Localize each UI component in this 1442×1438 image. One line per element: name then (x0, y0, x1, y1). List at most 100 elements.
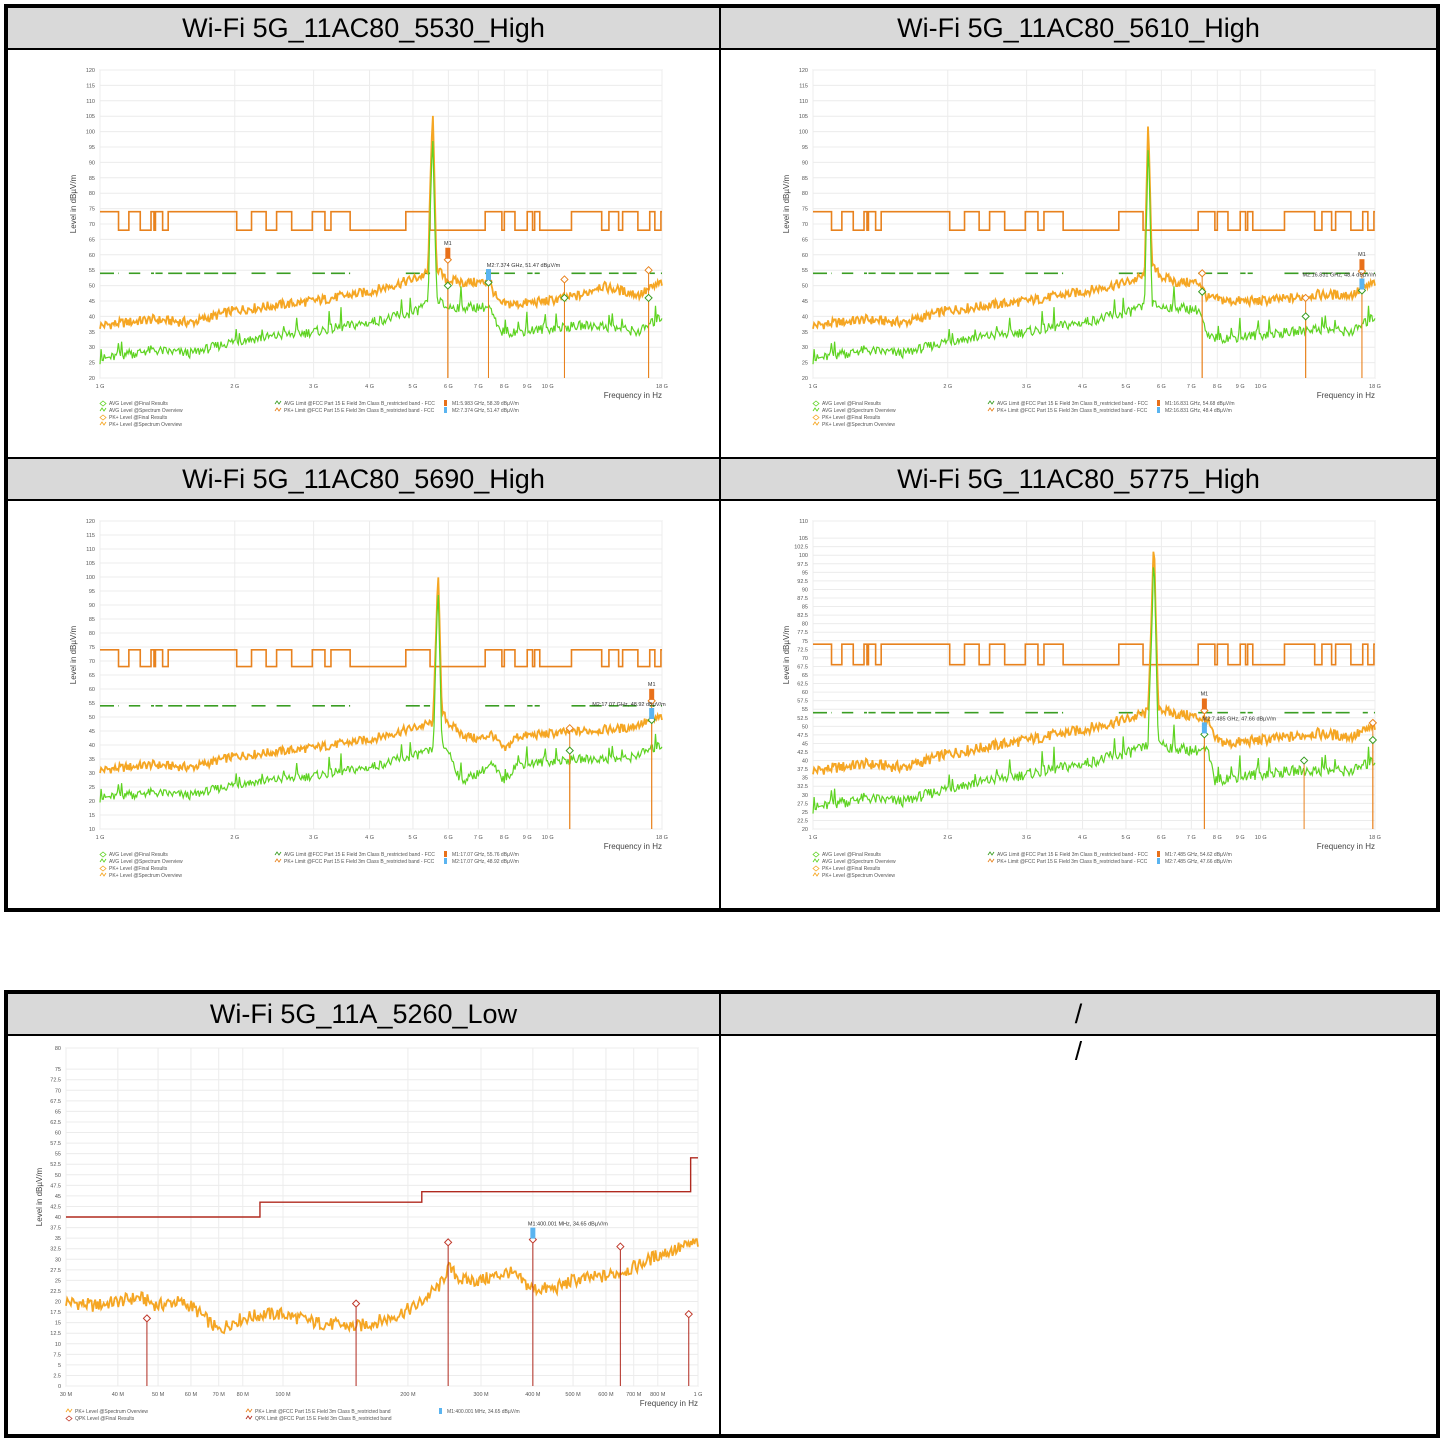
legend-text: PK+ Level @Final Results (109, 866, 168, 872)
result-diamond (1368, 718, 1378, 728)
y-tick-label: 20 (802, 376, 808, 382)
legend-text: PK+ Level @Spectrum Overview (109, 422, 182, 428)
y-tick-label: 105 (799, 114, 808, 120)
x-tick-label: 400 M (525, 1392, 541, 1398)
chart-cell: 10 15 20 25 30 35 40 45 50 55 60 65 70 75 80 85 90 95 100 1… (5, 499, 721, 911)
x-tick-label: 4 G (1078, 384, 1087, 390)
legend-swatch (1157, 858, 1160, 864)
y-tick-label: 27.5 (797, 801, 808, 807)
legend-swatch (245, 1408, 253, 1413)
panel-title: Wi-Fi 5G_11AC80_5690_High (5, 457, 721, 501)
legend-text: M1:16.831 GHz, 54.68 dBµV/m (1165, 401, 1235, 407)
y-tick-label: 35 (802, 776, 808, 782)
y-tick-label: 90 (89, 160, 95, 166)
legend-text: AVG Level @Final Results (822, 852, 881, 858)
marker-readout: M2:7.485 GHz, 47.66 dBµV/m (1203, 716, 1277, 722)
result-diamond (443, 281, 453, 290)
y-tick-label: 80 (89, 191, 95, 197)
y-tick-label: 25 (55, 1278, 61, 1284)
legend-text: PK+ Limit @FCC Part 15 E Field 3m Class … (997, 859, 1148, 865)
y-tick-label: 55 (802, 268, 808, 274)
y-tick-label: 85 (802, 176, 808, 182)
legend-swatch (812, 414, 820, 421)
y-tick-label: 77.5 (797, 630, 808, 636)
y-tick-label: 100 (799, 130, 808, 136)
marker-flag (1359, 259, 1365, 271)
legend-swatch (274, 851, 282, 856)
y-tick-label: 120 (86, 68, 95, 74)
x-tick-label: 10 G (1255, 835, 1267, 841)
legend-text: AVG Limit @FCC Part 15 E Field 3m Class … (284, 401, 435, 407)
x-tick-label: 1 G (96, 384, 105, 390)
legend-swatch (987, 400, 995, 405)
y-tick-label: 52.5 (50, 1162, 61, 1168)
y-tick-label: 0 (58, 1384, 61, 1390)
x-tick-label: 2 G (943, 835, 952, 841)
legend-text: AVG Level @Spectrum Overview (822, 859, 896, 865)
y-tick-label: 37.5 (797, 767, 808, 773)
y-tick-label: 47.5 (797, 733, 808, 739)
result-diamond (142, 1314, 152, 1323)
marker-flag (530, 1227, 536, 1239)
x-tick-label: 1 G (809, 384, 818, 390)
y-tick-label: 47.5 (50, 1183, 61, 1189)
panel-title: / (719, 991, 1439, 1036)
x-tick-label: 9 G (523, 384, 532, 390)
legend-text: M2:17.07 GHz, 48.92 dBµV/m (452, 859, 519, 865)
y-tick-label: 40 (802, 314, 808, 320)
x-tick-label: 6 G (444, 835, 453, 841)
legend-text: AVG Level @Spectrum Overview (109, 408, 183, 414)
x-tick-label: 4 G (365, 384, 374, 390)
legend-swatch (99, 400, 107, 407)
marker-readout: M2:7.374 GHz, 51.47 dBµV/m (487, 263, 561, 269)
y-tick-label: 62.5 (50, 1120, 61, 1126)
y-tick-label: 90 (89, 603, 95, 609)
y-tick-label: 75 (802, 207, 808, 213)
x-tick-label: 300 M (473, 1392, 489, 1398)
y-tick-label: 30 (802, 793, 808, 799)
y-tick-label: 27.5 (50, 1268, 61, 1274)
chart-cell: 20 22.5 25 27.5 30 32.5 35 37.5 40 42.5 45 47.5 50 52… (719, 499, 1439, 911)
legend-text: PK+ Level @Final Results (109, 415, 168, 421)
legend-swatch (812, 407, 820, 412)
pk-trace (99, 577, 663, 775)
x-tick-label: 600 M (598, 1392, 614, 1398)
legend-text: PK+ Limit @FCC Part 15 E Field 3m Class … (997, 408, 1148, 414)
x-tick-label: 8 G (500, 384, 509, 390)
y-tick-label: 67.5 (797, 664, 808, 670)
x-tick-label: 6 G (1157, 384, 1166, 390)
result-diamond (644, 293, 653, 303)
result-diamond (644, 265, 653, 275)
y-tick-label: 52.5 (797, 716, 808, 722)
legend-swatch (812, 858, 820, 863)
y-tick-label: 40 (89, 314, 95, 320)
y-tick-label: 20 (89, 799, 95, 805)
y-tick-label: 55 (55, 1152, 61, 1158)
y-tick-label: 100 (799, 553, 808, 559)
y-tick-label: 85 (802, 605, 808, 611)
x-tick-label: 4 G (1078, 835, 1087, 841)
result-diamond (560, 275, 569, 284)
y-tick-label: 80 (55, 1046, 61, 1052)
chart-cell: 0 2.5 5 7.5 10 12.5 15 17.5 20 22.5 25 27.5 30 32.5 35… (5, 1034, 721, 1437)
pk-limit-line (813, 643, 1375, 666)
x-tick-label: 10 G (542, 384, 554, 390)
lower-results-table: Wi-Fi 5G_11A_5260_Low / 0 2.5 5 7.5 10 12.5 15… (4, 990, 1440, 1438)
y-tick-label: 20 (802, 827, 808, 833)
x-tick-label: 4 G (365, 835, 374, 841)
y-tick-label: 92.5 (797, 579, 808, 585)
x-tick-label: 3 G (1022, 835, 1031, 841)
y-tick-label: 105 (799, 536, 808, 542)
result-diamond (1299, 756, 1309, 765)
x-tick-label: 30 M (60, 1392, 73, 1398)
y-tick-label: 57.5 (797, 699, 808, 705)
result-diamond (351, 1299, 361, 1308)
y-tick-label: 5 (58, 1363, 61, 1369)
avg-trace (99, 594, 663, 803)
legend-swatch (99, 851, 107, 858)
y-tick-label: 30 (89, 771, 95, 777)
panel-title: Wi-Fi 5G_11AC80_5530_High (5, 5, 721, 50)
x-tick-label: 1 G (694, 1392, 703, 1398)
legend-text: AVG Level @Final Results (822, 401, 881, 407)
marker-flag (1201, 698, 1207, 710)
